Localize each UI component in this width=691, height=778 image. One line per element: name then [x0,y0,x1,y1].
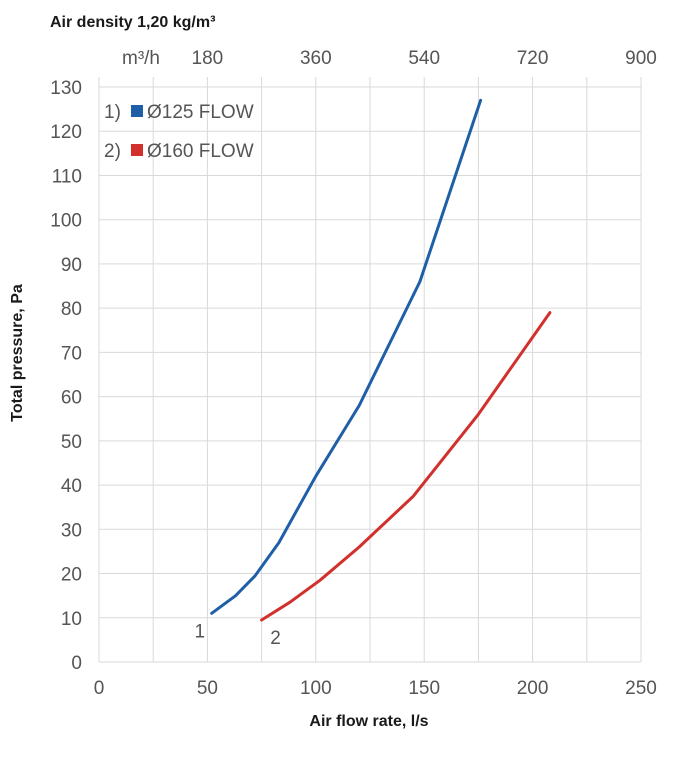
legend-prefix: 2) [104,141,121,162]
tick-labels: 0 10 20 30 40 50 60 70 80 90 100 110 120 130 0 50 100 150… [50,48,657,699]
chart-top-title: Air density 1,20 kg/m³ [50,14,215,31]
y-tick-label: 110 [52,166,82,187]
legend-series-name: Ø125 FLOW [147,102,254,123]
x-axis-title: Air flow rate, l/s [309,713,428,730]
x-tick-label: 100 [300,678,332,699]
y-tick-label: 90 [61,255,82,276]
grid [98,77,642,663]
x-tick-label: 0 [94,678,105,699]
x-tick-label: 250 [625,678,657,699]
secondary-x-tick-label: 720 [517,48,549,69]
series-line-1 [210,98,483,615]
legend-series-name: Ø160 FLOW [147,141,254,162]
y-tick-label: 130 [50,78,82,99]
y-tick-label: 30 [61,520,82,541]
x-tick-label: 50 [197,678,218,699]
y-tick-label: 10 [61,609,82,630]
y-tick-label: 100 [50,211,82,232]
y-tick-label: 60 [61,388,82,409]
y-tick-label: 50 [61,432,82,453]
y-tick-label: 70 [61,343,82,364]
legend: 1) Ø125 FLOW 2) Ø160 FLOW [104,102,254,162]
secondary-x-tick-label: 360 [300,48,332,69]
x-tick-label: 150 [408,678,440,699]
series-line-2 [260,311,552,622]
legend-prefix: 1) [104,102,121,123]
secondary-x-tick-label: 900 [625,48,657,69]
curve-number-label: 1 [194,621,205,642]
secondary-x-tick-label: 180 [192,48,224,69]
secondary-x-tick-label: 540 [408,48,440,69]
legend-swatch [131,144,143,156]
legend-swatch [131,105,143,117]
y-tick-label: 40 [61,476,82,497]
y-tick-label: 0 [71,653,82,674]
curve-number-label: 2 [270,628,281,649]
y-tick-label: 20 [61,565,82,586]
y-axis-title: Total pressure, Pa [9,284,26,422]
x-tick-label: 200 [517,678,549,699]
y-tick-label: 120 [50,122,82,143]
secondary-x-unit-label: m³/h [122,48,160,69]
y-tick-label: 80 [61,299,82,320]
